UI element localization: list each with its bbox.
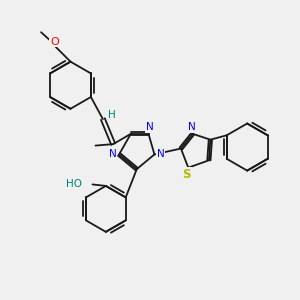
Text: HO: HO — [66, 179, 82, 190]
Text: N: N — [188, 122, 196, 132]
Text: N: N — [109, 149, 116, 159]
Text: N: N — [157, 149, 165, 159]
Text: S: S — [183, 168, 191, 181]
Text: H: H — [108, 110, 116, 120]
Text: O: O — [50, 37, 59, 46]
Text: N: N — [146, 122, 153, 132]
